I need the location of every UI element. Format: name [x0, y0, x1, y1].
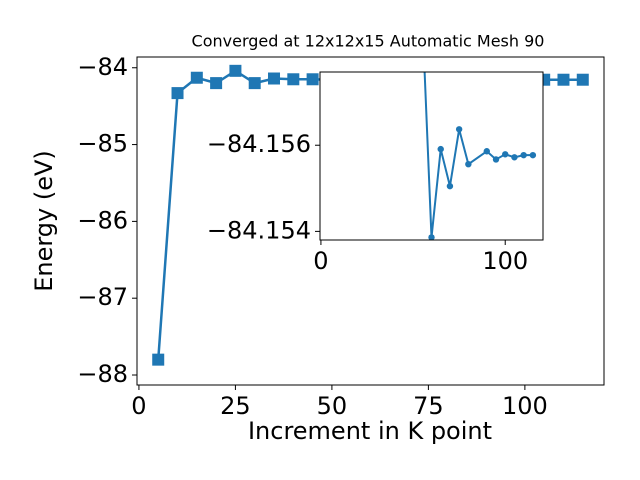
y-tick-label: −86 [77, 206, 128, 234]
marker [306, 73, 319, 86]
marker [529, 151, 537, 159]
y-tick-label: −88 [77, 360, 128, 388]
x-tick-label: 0 [313, 247, 328, 275]
x-tick-label: 0 [131, 392, 146, 420]
marker [428, 234, 435, 240]
x-axis-label: Increment in K point [248, 417, 492, 445]
marker [520, 151, 527, 159]
y-axis-label: Energy (eV) [30, 150, 58, 292]
marker [483, 148, 490, 155]
marker [446, 182, 454, 190]
marker [511, 154, 518, 161]
marker [492, 156, 500, 163]
marker [190, 71, 203, 84]
marker [557, 73, 570, 86]
axes-frame [136, 56, 605, 386]
y-tick-label: −85 [77, 130, 128, 158]
marker [287, 73, 300, 86]
y-tick-label: −87 [77, 283, 128, 311]
marker [502, 151, 509, 158]
chart-title: Converged at 12x12x15 Automatic Mesh 90 [192, 32, 545, 51]
y-tick-label: −84.154 [207, 216, 311, 244]
marker [210, 77, 223, 90]
marker [152, 353, 165, 366]
marker [268, 72, 281, 85]
x-tick-label: 50 [317, 392, 348, 420]
x-tick-label: 100 [502, 392, 548, 420]
marker [437, 145, 444, 153]
x-tick-label: 25 [220, 392, 251, 420]
x-tick-label: 75 [413, 392, 444, 420]
marker [248, 77, 261, 90]
marker [229, 64, 242, 77]
y-tick-label: −84 [77, 53, 128, 81]
plot-series [423, 72, 537, 240]
marker [576, 73, 589, 86]
marker [465, 160, 472, 168]
marker [455, 126, 463, 133]
axes-frame [319, 71, 544, 241]
y-tick-label: −84.156 [207, 130, 311, 158]
marker [171, 87, 184, 100]
x-tick-label: 100 [482, 247, 528, 275]
